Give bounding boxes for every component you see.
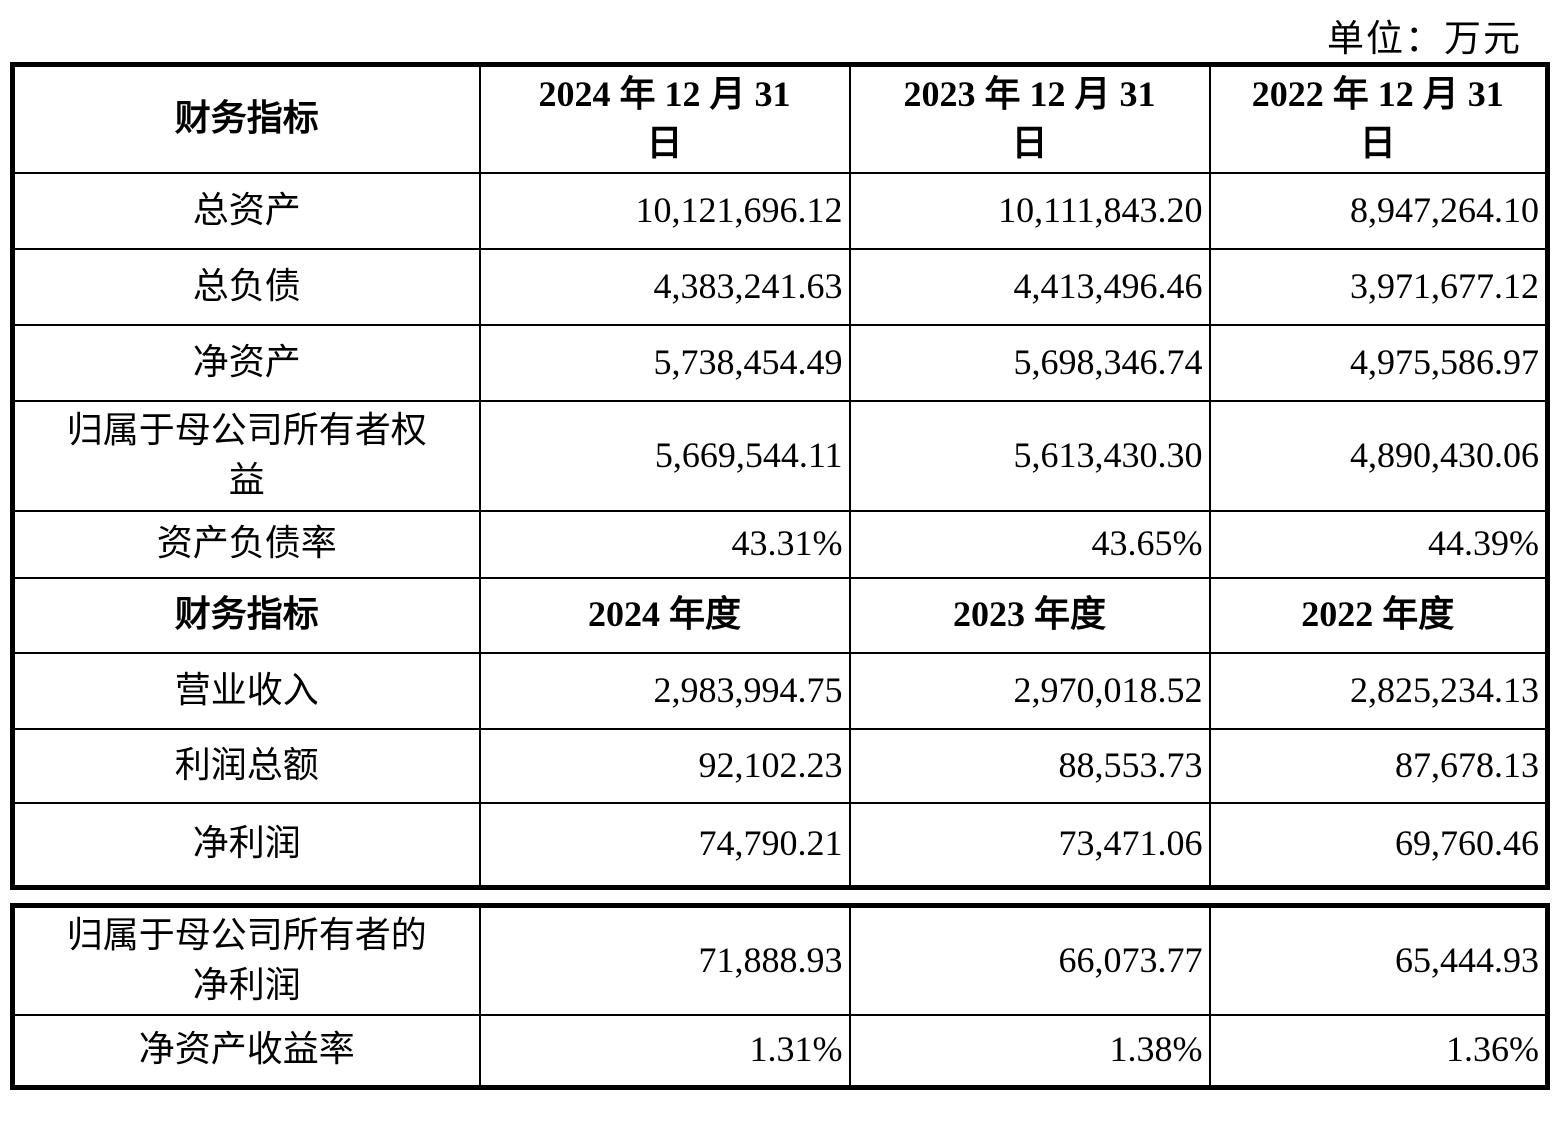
header-row-annual-periods: 财务指标 2024 年度 2023 年度 2022 年度 [11,576,1549,654]
value-cell: 10,111,843.20 [848,171,1211,250]
value-cell: 4,413,496.46 [848,247,1211,326]
row-label-cell: 总负债 [11,247,481,326]
value-cell: 5,669,544.11 [478,399,851,512]
header-cell-2023-year: 2023 年度 [848,576,1211,654]
table-row-parent-equity: 归属于母公司所有者权 益 5,669,544.11 5,613,430.30 4… [11,399,1549,512]
value-cell: 4,975,586.97 [1208,323,1549,402]
table-row-roe: 净资产收益率 1.31% 1.38% 1.36% [11,1013,1549,1089]
header-cell-2022-year: 2022 年度 [1208,576,1549,654]
row-label-cell: 净资产收益率 [11,1013,481,1089]
value-cell: 2,983,994.75 [478,651,851,730]
table-row-parent-net-profit: 归属于母公司所有者的 净利润 71,888.93 66,073.77 65,44… [11,904,1549,1016]
value-cell: 5,698,346.74 [848,323,1211,402]
value-cell: 5,613,430.30 [848,399,1211,512]
header-cell-2022-date: 2022 年 12 月 31 日 [1208,63,1549,174]
value-cell: 74,790.21 [478,801,851,889]
row-label-cell: 归属于母公司所有者的 净利润 [11,904,481,1016]
value-cell: 2,970,018.52 [848,651,1211,730]
table-row-net-profit: 净利润 74,790.21 73,471.06 69,760.46 [11,801,1549,889]
value-cell: 73,471.06 [848,801,1211,889]
table-row-total-assets: 总资产 10,121,696.12 10,111,843.20 8,947,26… [11,171,1549,250]
row-label-cell: 净资产 [11,323,481,402]
header-row-balance-dates: 财务指标 2024 年 12 月 31 日 2023 年 12 月 31 日 2… [11,63,1549,174]
value-cell: 43.65% [848,509,1211,579]
row-label-cell: 总资产 [11,171,481,250]
value-cell: 1.36% [1208,1013,1549,1089]
value-cell: 4,890,430.06 [1208,399,1549,512]
value-cell: 69,760.46 [1208,801,1549,889]
table-row-net-assets: 净资产 5,738,454.49 5,698,346.74 4,975,586.… [11,323,1549,402]
header-cell-indicator: 财务指标 [11,63,481,174]
value-cell: 3,971,677.12 [1208,247,1549,326]
value-cell: 71,888.93 [478,904,851,1016]
value-cell: 1.31% [478,1013,851,1089]
value-cell: 92,102.23 [478,727,851,804]
table-row-total-liabilities: 总负债 4,383,241.63 4,413,496.46 3,971,677.… [11,247,1549,326]
value-cell: 65,444.93 [1208,904,1549,1016]
value-cell: 5,738,454.49 [478,323,851,402]
value-cell: 10,121,696.12 [478,171,851,250]
unit-label: 单位：万元 [1327,19,1522,60]
table-row-operating-revenue: 营业收入 2,983,994.75 2,970,018.52 2,825,234… [11,651,1549,730]
row-label-cell: 营业收入 [11,651,481,730]
row-label-cell: 净利润 [11,801,481,889]
header-cell-2024-date: 2024 年 12 月 31 日 [478,63,851,174]
value-cell: 2,825,234.13 [1208,651,1549,730]
value-cell: 88,553.73 [848,727,1211,804]
row-label-cell: 资产负债率 [11,509,481,579]
header-cell-2023-date: 2023 年 12 月 31 日 [848,63,1211,174]
header-cell-2024-year: 2024 年度 [478,576,851,654]
header-cell-indicator: 财务指标 [11,576,481,654]
value-cell: 1.38% [848,1013,1211,1089]
value-cell: 44.39% [1208,509,1549,579]
row-label-cell: 利润总额 [11,727,481,804]
value-cell: 87,678.13 [1208,727,1549,804]
financial-table-main: 财务指标 2024 年 12 月 31 日 2023 年 12 月 31 日 2… [10,62,1550,890]
value-cell: 4,383,241.63 [478,247,851,326]
value-cell: 8,947,264.10 [1208,171,1549,250]
row-label-cell: 归属于母公司所有者权 益 [11,399,481,512]
table-row-total-profit: 利润总额 92,102.23 88,553.73 87,678.13 [11,727,1549,804]
value-cell: 43.31% [478,509,851,579]
table-row-debt-ratio: 资产负债率 43.31% 43.65% 44.39% [11,509,1549,579]
value-cell: 66,073.77 [848,904,1211,1016]
financial-table-secondary: 归属于母公司所有者的 净利润 71,888.93 66,073.77 65,44… [10,903,1550,1090]
